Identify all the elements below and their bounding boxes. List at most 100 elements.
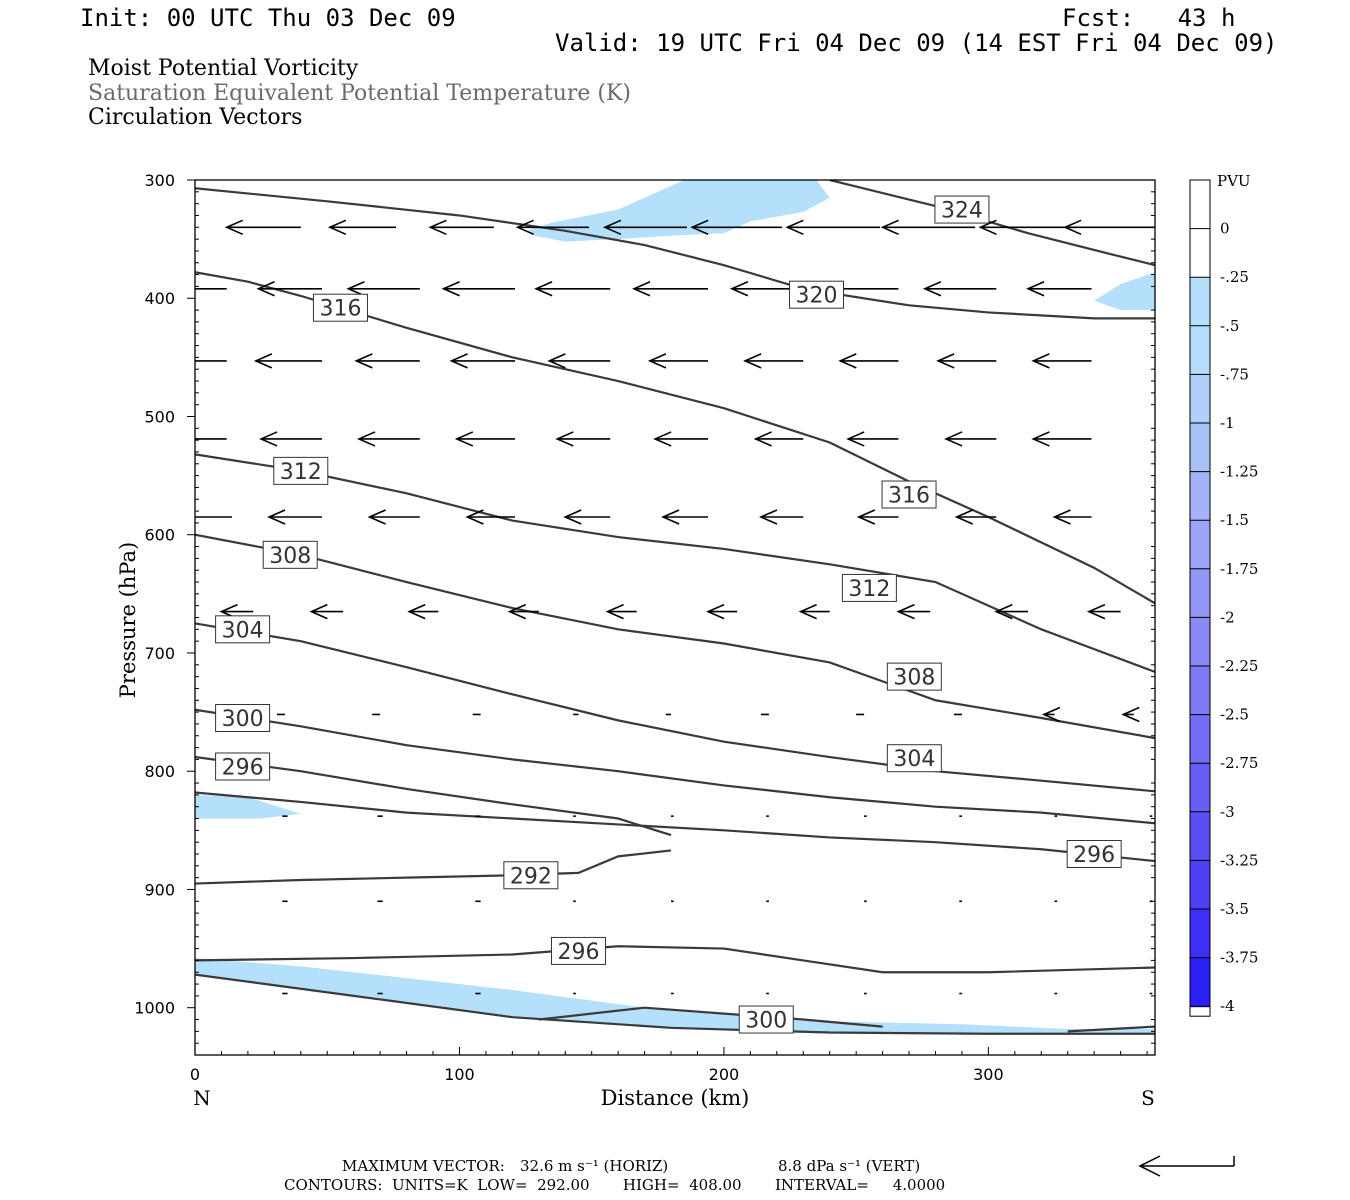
contour-label-box-4	[273, 456, 329, 485]
colorbar-swatch-10	[1190, 666, 1210, 715]
contour-line-0	[829, 180, 1155, 267]
vector-2-5	[647, 353, 709, 369]
colorbar-swatch-2	[1190, 277, 1210, 326]
vector-2-7	[838, 353, 899, 369]
contour-line-17	[1067, 1025, 1155, 1033]
y-tick-label-400: 400	[144, 289, 175, 308]
vector-1-1	[256, 281, 322, 297]
colorbar-label-3: -.75	[1220, 365, 1249, 383]
vector-0-0	[224, 219, 301, 236]
contours-info: CONTOURS: UNITS=K LOW= 292.00 HIGH= 408.…	[284, 1176, 946, 1194]
pv-negative-region-2	[195, 794, 301, 819]
colorbar-label-12: -3	[1220, 803, 1235, 821]
vector-5-2	[407, 603, 439, 620]
vector-5-3	[507, 603, 539, 620]
colorbar-label-2: -.5	[1220, 317, 1239, 335]
max-vector-horiz: 32.6 m s⁻¹ (HORIZ)	[520, 1157, 669, 1175]
vector-0-8	[978, 219, 1074, 236]
vector-4-2	[367, 509, 420, 525]
contour-label-box-14	[550, 936, 606, 965]
contour-line-6	[195, 533, 1155, 740]
colorbar-swatch-15	[1190, 909, 1210, 958]
colorbar-swatch-6	[1190, 471, 1210, 521]
contour-label-box-8	[215, 615, 271, 644]
contour-line-2	[195, 271, 1155, 605]
vector-2-9	[1031, 353, 1092, 369]
contour-line-11	[195, 755, 672, 837]
contour-line-12	[195, 791, 1155, 863]
contour-label-box-12	[1066, 839, 1122, 868]
vector-5-4	[605, 603, 637, 620]
vector-3-6	[753, 431, 804, 447]
vector-5-9	[1086, 603, 1121, 620]
colorbar-swatch-1	[1190, 228, 1210, 278]
vector-2-0	[195, 360, 227, 362]
contour-line-14	[195, 945, 1155, 974]
contour-label-box-10	[215, 704, 271, 733]
vector-6-8	[1041, 706, 1061, 723]
y-axis-title: Pressure (hPa)	[116, 542, 140, 698]
contour-line-13	[195, 849, 672, 885]
vector-2-8	[936, 353, 997, 369]
colorbar-swatch-13	[1190, 811, 1210, 861]
colorbar-label-7: -1.75	[1220, 560, 1258, 578]
x-tick-label-100: 100	[444, 1065, 475, 1084]
vector-1-9	[1026, 281, 1092, 297]
vector-0-1	[327, 219, 396, 236]
vector-3-5	[653, 431, 709, 447]
max-vector-vert: 8.8 dPa s⁻¹ (VERT)	[778, 1157, 921, 1175]
vector-0-2	[428, 219, 494, 236]
contour-label-10: 300	[222, 707, 264, 732]
colorbar-swatch-9	[1190, 617, 1210, 666]
colorbar-label-11: -2.75	[1220, 754, 1258, 772]
contour-label-11: 296	[222, 755, 264, 780]
vector-1-0	[195, 287, 227, 290]
colorbar-label-14: -3.5	[1220, 900, 1249, 918]
y-tick-label-900: 900	[144, 880, 175, 899]
colorbar-unit: PVU	[1217, 172, 1251, 190]
vector-2-3	[449, 353, 515, 369]
contour-label-1: 320	[795, 284, 837, 309]
vector-2-1	[253, 353, 322, 369]
vector-4-4	[563, 509, 611, 525]
pv-negative-region-1	[1094, 272, 1155, 311]
contour-label-9: 304	[893, 747, 935, 772]
vector-4-6	[758, 509, 804, 525]
vector-5-1	[309, 603, 344, 620]
vector-0-4	[602, 219, 687, 236]
colorbar-swatch-16	[1190, 957, 1210, 1007]
y-tick-label-600: 600	[144, 526, 175, 545]
vector-5-8	[994, 603, 1029, 620]
valid-time: Valid: 19 UTC Fri 04 Dec 09 (14 EST Fri …	[555, 29, 1278, 57]
contour-line-15	[538, 1006, 883, 1028]
colorbar-swatch-14	[1190, 860, 1210, 909]
colorbar-label-13: -3.25	[1220, 851, 1258, 869]
vector-6-9	[1121, 706, 1140, 723]
contour-line-4	[195, 453, 1155, 673]
vector-0-9	[1063, 219, 1155, 236]
contour-label-box-11	[215, 752, 271, 781]
vector-5-5	[706, 603, 738, 620]
vector-3-1	[259, 431, 322, 447]
contour-label-box-15	[738, 1005, 794, 1034]
contour-label-box-7	[886, 662, 942, 691]
vector-1-3	[441, 281, 515, 297]
title-vectors: Circulation Vectors	[88, 105, 303, 130]
vector-0-3	[515, 219, 590, 236]
contour-label-7: 308	[893, 666, 935, 691]
contour-label-box-3	[312, 293, 368, 322]
colorbar-label-6: -1.5	[1220, 511, 1249, 529]
contour-label-box-0	[934, 195, 990, 224]
vector-0-6	[785, 219, 880, 236]
colorbar-label-4: -1	[1220, 414, 1235, 432]
contour-label-box-13	[503, 861, 559, 890]
forecast-hour: Fcst: 43 h	[1062, 4, 1236, 32]
title-theta-es: Saturation Equivalent Potential Temperat…	[88, 81, 631, 106]
colorbar-frame	[1189, 179, 1211, 1017]
contour-label-0: 324	[941, 199, 983, 224]
vector-5-7	[896, 603, 931, 620]
contour-label-box-9	[886, 744, 942, 773]
colorbar-swatch-4	[1190, 374, 1210, 423]
colorbar-label-16: -4	[1220, 997, 1235, 1015]
